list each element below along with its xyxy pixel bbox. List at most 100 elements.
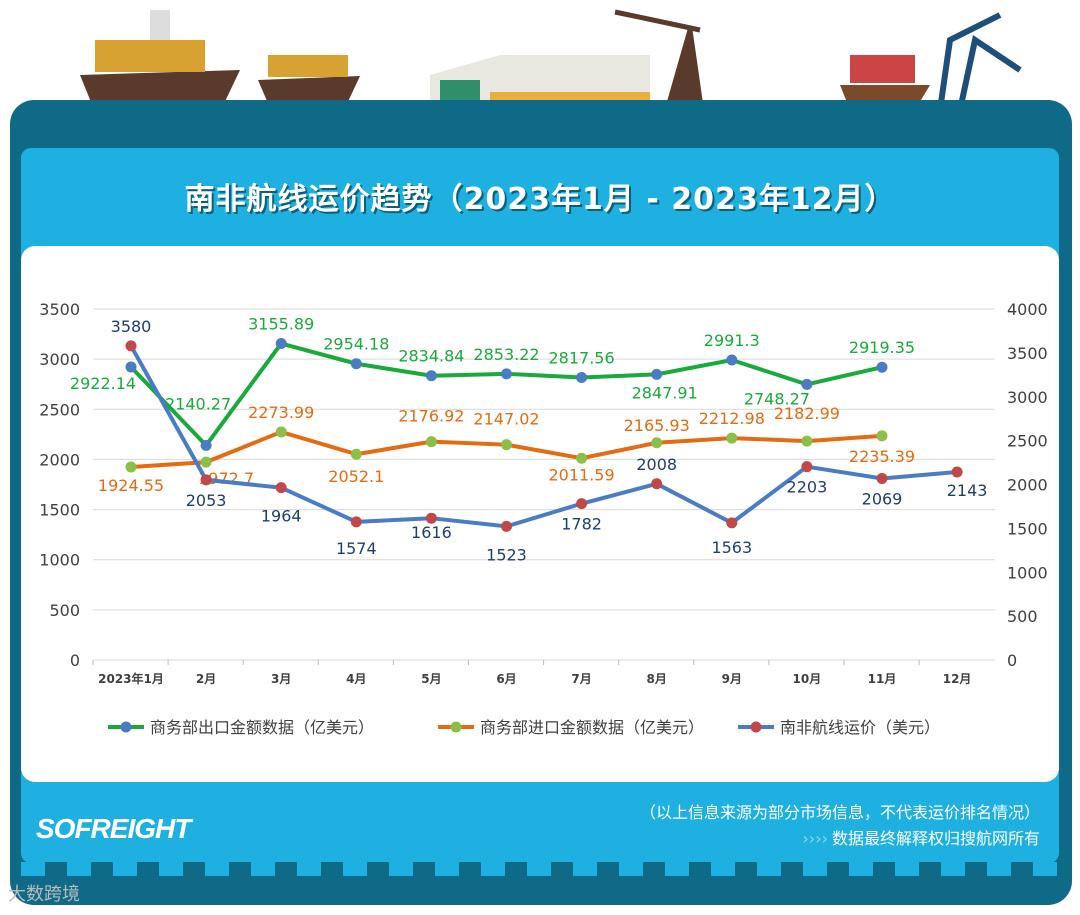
right-tick-label: 3500: [1007, 344, 1048, 363]
x-tick-label: 8月: [647, 672, 667, 686]
data-point: [801, 461, 813, 473]
data-label: 1964: [261, 507, 302, 526]
right-tick-label: 0: [1007, 651, 1017, 670]
x-tick-label: 4月: [346, 672, 366, 686]
data-point: [275, 426, 287, 438]
watermark: 大数跨境: [8, 884, 80, 905]
data-label: 3580: [111, 317, 152, 336]
data-point: [501, 520, 512, 532]
data-point: [200, 456, 212, 468]
scallop-border: [21, 862, 1059, 876]
data-point: [200, 439, 212, 451]
data-label: 2954.18: [323, 335, 389, 354]
data-label: 2922.14: [70, 374, 136, 393]
data-point: [876, 472, 888, 484]
left-tick-label: 1500: [39, 501, 80, 520]
data-point: [726, 354, 738, 366]
data-point: [876, 430, 888, 442]
data-label: 2182.99: [774, 404, 840, 423]
left-tick-label: 2500: [39, 400, 80, 419]
chevrons-icon: ››››: [802, 829, 828, 848]
data-point: [125, 361, 137, 373]
data-label: 2847.91: [632, 383, 698, 402]
rights-text: 数据最终解释权归搜航网所有: [831, 829, 1040, 848]
legend-marker: [450, 721, 462, 733]
data-point: [651, 368, 663, 380]
data-label: 2147.02: [473, 410, 539, 429]
data-point: [576, 371, 588, 383]
data-point: [801, 378, 813, 390]
data-label: 2919.35: [849, 338, 915, 357]
data-label: 1616: [411, 523, 452, 542]
data-point: [275, 482, 287, 494]
data-label: 2203: [787, 478, 828, 497]
right-tick-label: 3000: [1007, 388, 1048, 407]
container-stack: [95, 40, 205, 72]
legend-label: 南非航线运价（美元）: [780, 718, 940, 737]
data-label: 3155.89: [248, 315, 314, 334]
container-stack: [850, 55, 915, 83]
data-point: [876, 361, 888, 373]
data-label: 2273.99: [248, 403, 314, 422]
data-label: 2853.22: [473, 345, 539, 364]
legend-marker: [750, 721, 762, 733]
data-point: [726, 432, 738, 444]
data-label: 2165.93: [624, 416, 690, 435]
x-tick-label: 2月: [196, 672, 216, 686]
legend-marker: [120, 721, 132, 733]
data-point: [350, 516, 362, 528]
data-label: 2176.92: [398, 407, 464, 426]
sofreight-logo: SOFREIGHT: [36, 813, 191, 844]
x-tick-label: 6月: [496, 672, 516, 686]
data-point: [501, 439, 512, 451]
data-point: [576, 498, 588, 510]
data-label: 2143: [947, 481, 988, 500]
x-tick-label: 2023年1月: [98, 671, 164, 686]
data-label: 2748.27: [744, 389, 810, 408]
data-label: 2008: [636, 455, 677, 474]
x-tick-label: 11月: [868, 672, 897, 686]
data-label: 2069: [862, 489, 903, 508]
warehouse-door: [440, 80, 480, 102]
container-stack: [268, 55, 348, 77]
right-tick-label: 2500: [1007, 432, 1048, 451]
data-point: [350, 448, 362, 460]
x-tick-label: 12月: [943, 672, 972, 686]
warehouse-cargo: [490, 92, 650, 102]
source-note: （以上信息来源为部分市场信息，不代表运价排名情况）: [639, 803, 1040, 822]
data-label: 1523: [486, 545, 527, 564]
right-tick-label: 1500: [1007, 519, 1048, 538]
data-point: [125, 340, 137, 352]
left-tick-label: 0: [70, 651, 80, 670]
data-point: [350, 358, 362, 370]
data-label: 2052.1: [328, 467, 384, 486]
legend-label: 商务部出口金额数据（亿美元）: [150, 718, 374, 737]
data-point: [275, 338, 287, 350]
data-point: [125, 461, 137, 473]
left-tick-label: 500: [49, 601, 80, 620]
data-label: 2011.59: [549, 465, 615, 484]
rights-note: ›››› 数据最终解释权归搜航网所有: [802, 829, 1040, 849]
x-tick-label: 3月: [271, 672, 291, 686]
data-point: [501, 368, 512, 380]
x-tick-label: 9月: [722, 672, 742, 686]
data-label: 2212.98: [699, 409, 765, 428]
data-label: 1563: [711, 538, 752, 557]
data-point: [801, 435, 813, 447]
left-tick-label: 1000: [39, 551, 80, 570]
data-point: [200, 474, 212, 486]
data-point: [951, 466, 963, 478]
chart-title: 南非航线运价趋势（2023年1月 - 2023年12月）: [184, 182, 896, 217]
legend-label: 商务部进口金额数据（亿美元）: [480, 718, 704, 737]
port-illustration: [80, 9, 1022, 112]
data-label: 2235.39: [849, 447, 915, 466]
warehouse-icon: [430, 55, 650, 102]
data-label: 1924.55: [98, 476, 164, 495]
data-point: [425, 436, 437, 448]
data-point: [576, 452, 588, 464]
data-point: [651, 478, 663, 490]
left-tick-label: 3000: [39, 350, 80, 369]
data-point: [651, 437, 663, 449]
data-label: 1574: [336, 539, 377, 558]
